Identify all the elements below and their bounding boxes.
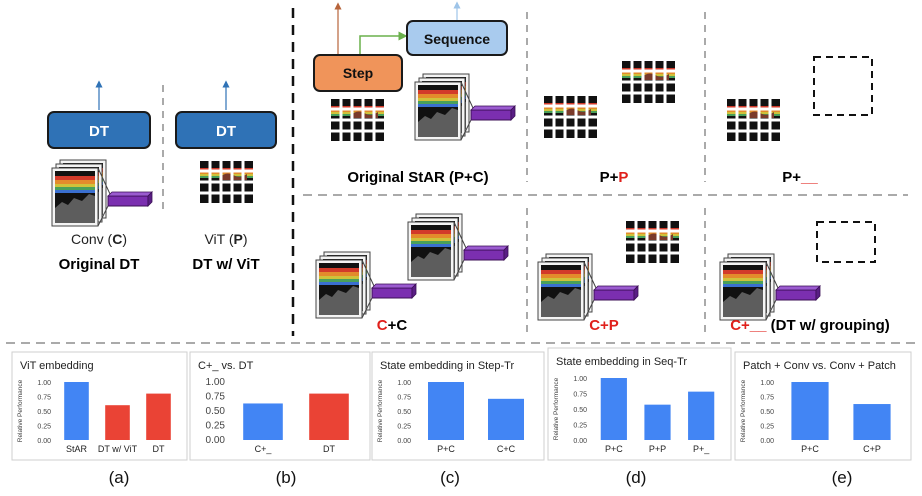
step-box-label: Step — [343, 65, 373, 81]
x-tick-label: P+C — [605, 444, 623, 454]
y-tick-label: 0.00 — [206, 435, 226, 446]
dt-box-label: DT — [89, 123, 109, 140]
chart-title: Patch + Conv vs. Conv + Patch — [743, 360, 896, 372]
conv-state-icon — [415, 74, 515, 140]
y-tick-label: 0.50 — [573, 407, 587, 414]
bar-1 — [105, 405, 130, 440]
dt-box-vit — [175, 111, 277, 149]
x-tick-label: P+P — [649, 444, 666, 454]
conv-state-icon — [720, 254, 820, 320]
y-tick-label: 0.75 — [397, 395, 411, 402]
conv-label: Conv (C) — [71, 231, 127, 247]
y-tick-label: 1.00 — [206, 377, 226, 388]
empty-placeholder-icon — [816, 221, 876, 263]
vit-label: ViT (P) — [204, 231, 247, 247]
pp-caption: P+P — [600, 169, 629, 186]
bar-2 — [146, 393, 171, 440]
y-tick-label: 0.00 — [37, 438, 51, 445]
patch-grid-icon — [724, 96, 783, 144]
dt-box-label: DT — [216, 123, 236, 140]
patch-grid-icon — [623, 218, 682, 266]
p-blank-caption: P+__ — [782, 169, 818, 186]
bar-1 — [853, 404, 891, 440]
chart-title: State embedding in Seq-Tr — [556, 356, 687, 368]
patch-grid-icon — [197, 158, 256, 206]
chart-title: State embedding in Step-Tr — [380, 360, 514, 372]
conv-state-icon — [408, 214, 508, 280]
sublabel-b: (b) — [275, 468, 297, 487]
step-box — [313, 54, 403, 92]
y-tick-label: 0.75 — [760, 395, 774, 402]
cp-caption: C+P — [589, 317, 619, 334]
original-star-caption: Original StAR (P+C) — [347, 169, 488, 186]
sublabel-a: (a) — [108, 468, 130, 487]
y-tick-label: 0.75 — [206, 392, 226, 403]
y-tick-label: 0.50 — [397, 409, 411, 416]
patch-grid-icon — [619, 58, 678, 106]
x-tick-label: DT — [323, 444, 335, 454]
x-tick-label: DT w/ ViT — [98, 444, 138, 454]
sublabel-c: (c) — [440, 468, 460, 487]
bar-1 — [488, 398, 524, 440]
y-tick-label: 1.00 — [397, 380, 411, 387]
y-tick-label: 1.00 — [573, 376, 587, 383]
y-tick-label: 1.00 — [37, 380, 51, 387]
cc-caption: C+C — [377, 317, 408, 334]
dt-box-conv — [47, 111, 151, 149]
y-axis-label: Relative Performance — [740, 379, 747, 442]
step-to-sequence-arrow — [359, 31, 408, 56]
y-axis-label: Relative Performance — [377, 379, 384, 442]
y-tick-label: 0.25 — [573, 423, 587, 430]
bar-0 — [64, 382, 89, 440]
patch-grid-icon — [541, 93, 600, 141]
y-tick-label: 1.00 — [760, 380, 774, 387]
chart-title: ViT embedding — [20, 360, 94, 372]
y-tick-label: 0.25 — [760, 424, 774, 431]
conv-state-icon — [538, 254, 638, 320]
conv-state-icon — [316, 252, 416, 318]
sublabel-d: (d) — [625, 468, 647, 487]
x-tick-label: DT — [153, 444, 165, 454]
bar-1 — [644, 404, 671, 440]
bar-2 — [688, 391, 715, 440]
sequence-box — [406, 20, 508, 56]
y-tick-label: 0.25 — [37, 424, 51, 431]
sequence-box-label: Sequence — [424, 31, 490, 47]
y-tick-label: 0.00 — [573, 438, 587, 445]
x-tick-label: StAR — [66, 444, 88, 454]
bar-0 — [243, 403, 283, 440]
chart-title: C+_ vs. DT — [198, 360, 254, 372]
x-tick-label: C+C — [497, 444, 516, 454]
original-dt-caption: Original DT — [59, 256, 140, 273]
x-tick-label: C+_ — [255, 444, 273, 454]
conv-state-icon — [52, 160, 152, 226]
y-tick-label: 0.50 — [206, 406, 226, 417]
y-tick-label: 0.00 — [397, 438, 411, 445]
y-axis-label: Relative Performance — [17, 379, 24, 442]
x-tick-label: P+C — [801, 444, 819, 454]
empty-placeholder-icon — [813, 56, 873, 116]
y-tick-label: 0.75 — [37, 395, 51, 402]
bar-1 — [309, 393, 349, 440]
bar-0 — [428, 382, 464, 440]
y-tick-label: 0.25 — [206, 421, 226, 432]
y-tick-label: 0.75 — [573, 392, 587, 399]
y-tick-label: 0.50 — [760, 409, 774, 416]
bar-0 — [600, 378, 627, 440]
x-tick-label: P+C — [437, 444, 455, 454]
y-tick-label: 0.00 — [760, 438, 774, 445]
charts-row: ViT embedding Relative Performance 0.00 0.2… — [11, 347, 912, 461]
sublabel-e: (e) — [831, 468, 853, 487]
c-blank-caption: C+__ (DT w/ grouping) — [730, 317, 890, 334]
patch-grid-icon — [328, 96, 387, 144]
y-tick-label: 0.25 — [397, 424, 411, 431]
x-tick-label: P+_ — [693, 444, 710, 454]
bar-0 — [791, 382, 829, 440]
x-tick-label: C+P — [863, 444, 881, 454]
dt-vit-caption: DT w/ ViT — [192, 256, 259, 273]
y-tick-label: 0.50 — [37, 409, 51, 416]
y-axis-label: Relative Performance — [553, 377, 560, 440]
